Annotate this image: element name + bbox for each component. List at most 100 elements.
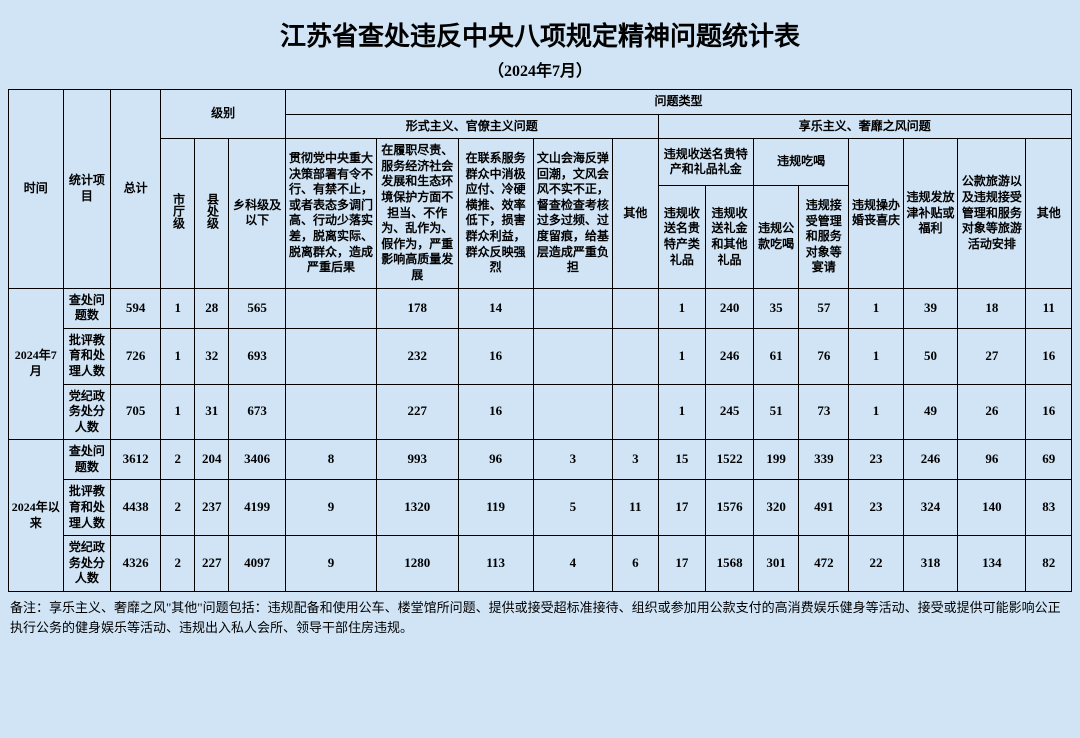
table-row: 批评教育和处理人数72613269323216124661761502716 <box>9 328 1072 384</box>
data-cell: 27 <box>958 328 1026 384</box>
data-cell: 1 <box>849 328 904 384</box>
data-cell: 4 <box>533 536 612 592</box>
data-cell: 2 <box>161 440 195 480</box>
data-cell: 49 <box>903 384 958 440</box>
th-p6: 违规收送名贵特产类礼品 <box>658 186 706 288</box>
th-total: 总计 <box>111 90 161 289</box>
data-cell: 57 <box>799 288 849 328</box>
data-cell: 16 <box>1026 384 1072 440</box>
data-cell <box>286 384 377 440</box>
data-cell: 245 <box>706 384 754 440</box>
data-cell: 227 <box>376 384 458 440</box>
data-cell: 15 <box>658 440 706 480</box>
data-cell: 2 <box>161 536 195 592</box>
data-cell: 9 <box>286 536 377 592</box>
data-cell: 693 <box>229 328 286 384</box>
data-cell: 18 <box>958 288 1026 328</box>
data-cell: 16 <box>1026 328 1072 384</box>
data-cell: 31 <box>195 384 229 440</box>
table-row: 2024年以来查处问题数3612220434068993963315152219… <box>9 440 1072 480</box>
table-row: 批评教育和处理人数4438223741999132011951117157632… <box>9 480 1072 536</box>
data-cell: 9 <box>286 480 377 536</box>
footnote: 备注：享乐主义、奢靡之风"其他"问题包括：违规配备和使用公车、楼堂馆所问题、提供… <box>8 598 1072 637</box>
data-cell <box>613 384 658 440</box>
data-cell: 993 <box>376 440 458 480</box>
data-cell: 339 <box>799 440 849 480</box>
data-cell: 3406 <box>229 440 286 480</box>
data-cell: 232 <box>376 328 458 384</box>
data-cell <box>533 328 612 384</box>
data-cell: 1 <box>849 288 904 328</box>
data-cell: 26 <box>958 384 1026 440</box>
data-cell: 73 <box>799 384 849 440</box>
th-time: 时间 <box>9 90 64 289</box>
th-p3: 在联系服务群众中消极应付、冷硬横推、效率低下，损害群众利益，群众反映强烈 <box>458 139 533 288</box>
th-p13: 其他 <box>1026 139 1072 288</box>
data-cell: 324 <box>903 480 958 536</box>
data-cell: 594 <box>111 288 161 328</box>
data-cell <box>286 288 377 328</box>
th-item: 统计项目 <box>63 90 111 289</box>
data-cell: 1568 <box>706 536 754 592</box>
data-cell: 50 <box>903 328 958 384</box>
data-cell: 246 <box>903 440 958 480</box>
th-lvl3: 乡科级及以下 <box>229 139 286 288</box>
page-title: 江苏省查处违反中央八项规定精神问题统计表 <box>8 16 1072 53</box>
data-cell: 320 <box>753 480 798 536</box>
data-cell: 61 <box>753 328 798 384</box>
data-cell: 1 <box>658 328 706 384</box>
data-cell: 1 <box>658 384 706 440</box>
data-cell: 5 <box>533 480 612 536</box>
data-cell: 82 <box>1026 536 1072 592</box>
data-cell: 16 <box>458 328 533 384</box>
data-cell: 1 <box>658 288 706 328</box>
data-cell: 227 <box>195 536 229 592</box>
data-cell: 1280 <box>376 536 458 592</box>
period-cell: 2024年7月 <box>9 288 64 440</box>
data-cell: 726 <box>111 328 161 384</box>
th-p2: 在履职尽责、服务经济社会发展和生态环境保护方面不担当、不作为、乱作为、假作为，严… <box>376 139 458 288</box>
data-cell: 23 <box>849 440 904 480</box>
data-cell: 4097 <box>229 536 286 592</box>
data-cell: 1576 <box>706 480 754 536</box>
table-row: 党纪政务处分人数43262227409791280113461715683014… <box>9 536 1072 592</box>
data-cell: 3 <box>533 440 612 480</box>
rowlabel-cell: 党纪政务处分人数 <box>63 536 111 592</box>
th-cat2: 享乐主义、奢靡之风问题 <box>658 114 1071 139</box>
data-cell: 1 <box>161 384 195 440</box>
data-cell: 318 <box>903 536 958 592</box>
data-cell: 22 <box>849 536 904 592</box>
data-cell: 11 <box>613 480 658 536</box>
th-p11: 违规发放津补贴或福利 <box>903 139 958 288</box>
table-row: 党纪政务处分人数70513167322716124551731492616 <box>9 384 1072 440</box>
data-cell: 17 <box>658 536 706 592</box>
data-cell: 16 <box>458 384 533 440</box>
rowlabel-cell: 批评教育和处理人数 <box>63 480 111 536</box>
th-p10: 违规操办婚丧喜庆 <box>849 139 904 288</box>
data-cell: 96 <box>958 440 1026 480</box>
data-cell: 1320 <box>376 480 458 536</box>
rowlabel-cell: 批评教育和处理人数 <box>63 328 111 384</box>
data-cell: 23 <box>849 480 904 536</box>
rowlabel-cell: 查处问题数 <box>63 440 111 480</box>
th-p8g: 违规吃喝 <box>753 139 848 186</box>
data-cell: 119 <box>458 480 533 536</box>
data-cell: 3612 <box>111 440 161 480</box>
data-cell: 11 <box>1026 288 1072 328</box>
data-cell: 17 <box>658 480 706 536</box>
data-cell: 199 <box>753 440 798 480</box>
data-cell: 51 <box>753 384 798 440</box>
rowlabel-cell: 查处问题数 <box>63 288 111 328</box>
data-cell: 69 <box>1026 440 1072 480</box>
data-cell: 14 <box>458 288 533 328</box>
data-cell: 565 <box>229 288 286 328</box>
data-cell: 4326 <box>111 536 161 592</box>
data-cell: 76 <box>799 328 849 384</box>
th-p12: 公款旅游以及违规接受管理和服务对象等旅游活动安排 <box>958 139 1026 288</box>
data-cell: 1 <box>161 328 195 384</box>
th-p8: 违规公款吃喝 <box>753 186 798 288</box>
data-cell: 472 <box>799 536 849 592</box>
data-cell: 3 <box>613 440 658 480</box>
data-cell: 301 <box>753 536 798 592</box>
th-p5: 其他 <box>613 139 658 288</box>
